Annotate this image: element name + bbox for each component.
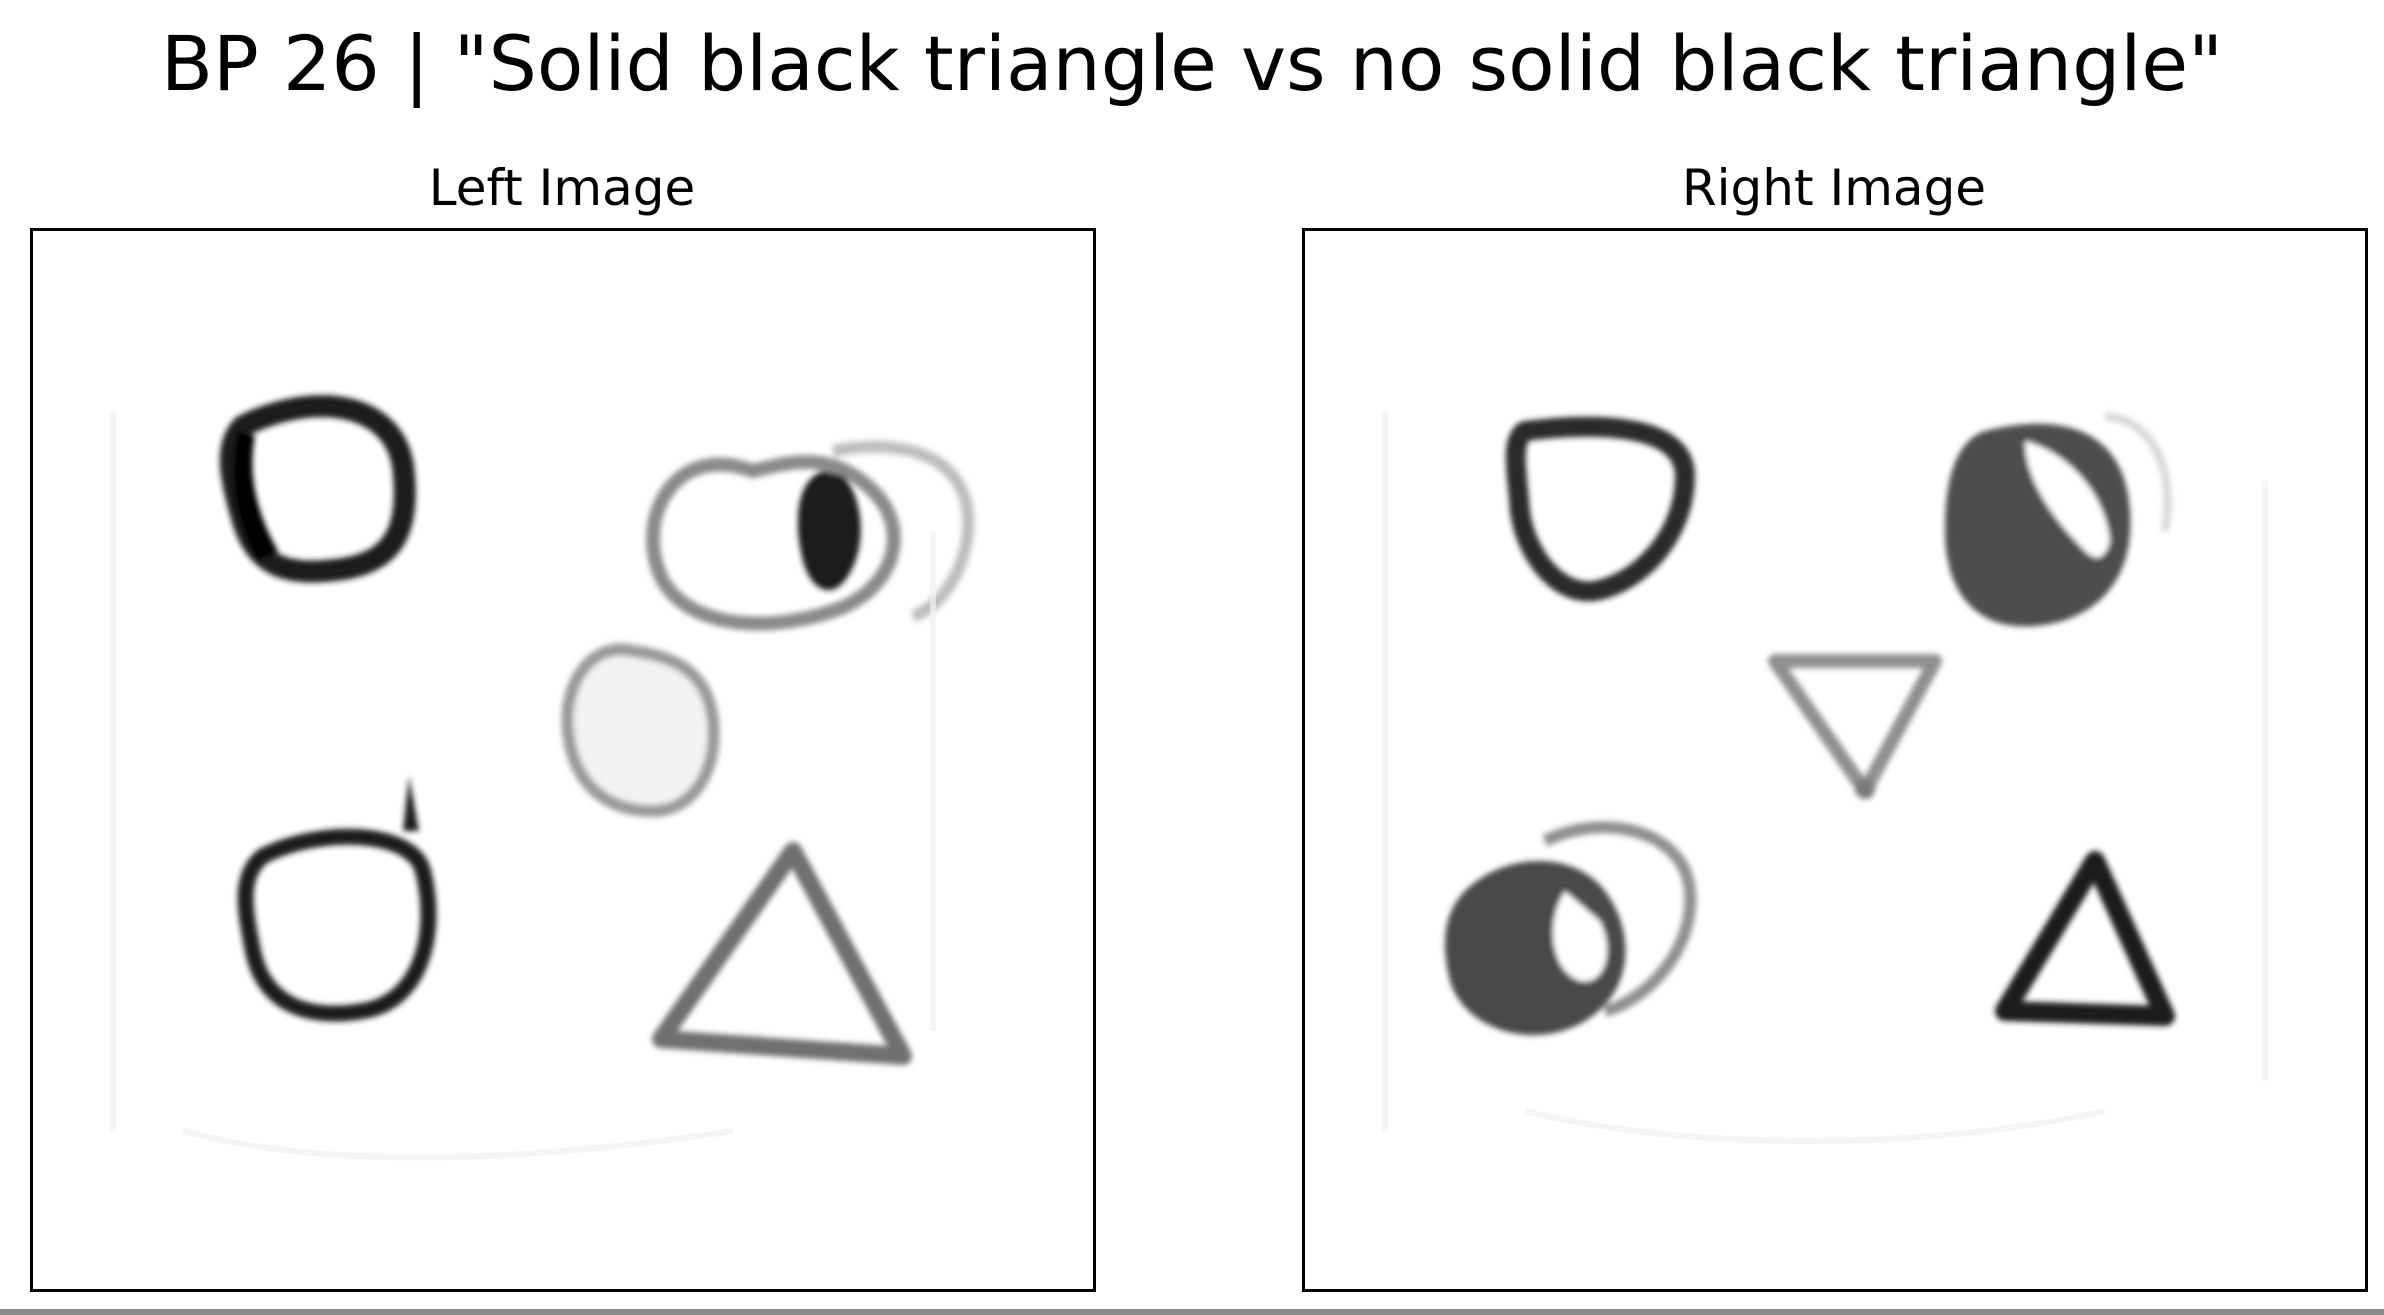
right-image-panel — [1302, 228, 2368, 1292]
right-panel-title: Right Image — [1681, 159, 1987, 217]
left-image-drawing — [110, 395, 975, 1161]
outline-rounded-triangle — [1505, 416, 1695, 602]
outline-dark-triangle — [1995, 851, 2175, 1026]
solid-grey-blob — [1945, 423, 2131, 627]
outline-pale-circle — [561, 643, 720, 818]
outline-triangle — [652, 842, 912, 1065]
bottom-edge-strip — [0, 1309, 2384, 1315]
left-panel-title: Left Image — [428, 159, 696, 217]
left-image-panel — [30, 228, 1096, 1292]
right-image-drawing — [1382, 411, 2268, 1144]
outline-loop-shape — [646, 455, 901, 631]
outline-small-triangle — [1768, 654, 1942, 798]
figure-title: BP 26 | "Solid black triangle vs no soli… — [160, 19, 2224, 108]
outline-circle-with-tail — [237, 828, 437, 1022]
solid-teardrop-shape — [797, 471, 861, 591]
